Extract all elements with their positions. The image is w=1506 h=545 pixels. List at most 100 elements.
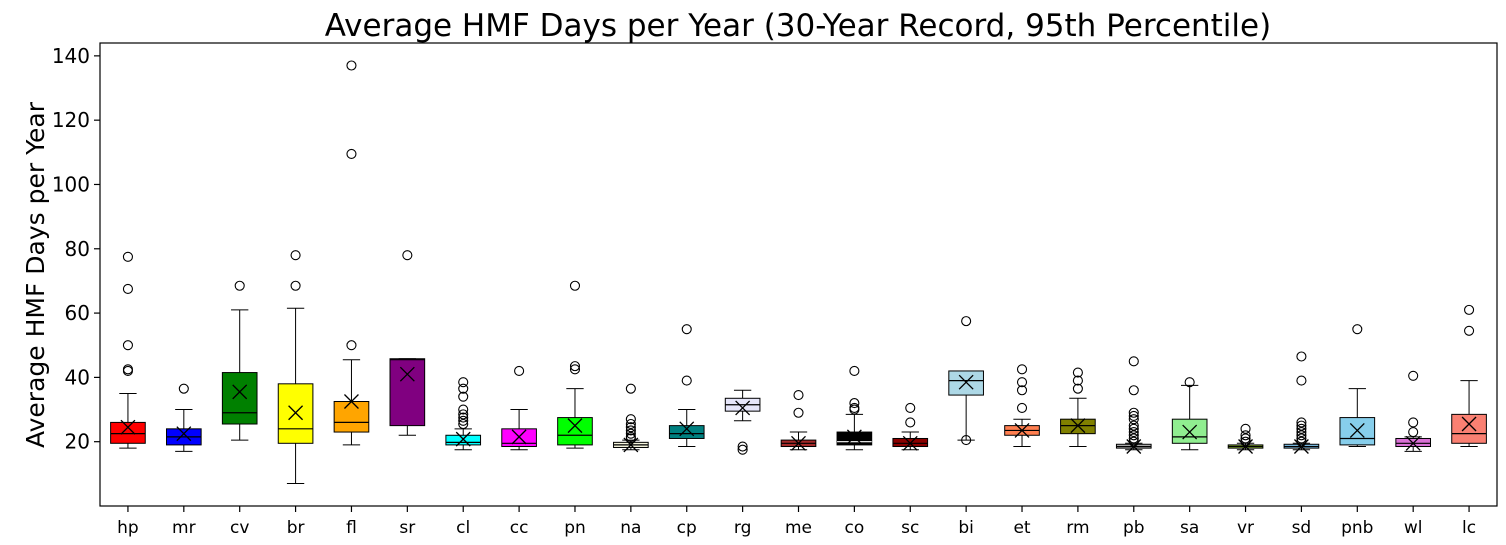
box-hp-outlier <box>122 251 133 262</box>
box-pb-outlier <box>1128 433 1139 444</box>
x-tick-label: me <box>785 518 812 538</box>
box-wl-outlier <box>1408 370 1419 381</box>
box-na-outlier <box>625 418 636 430</box>
box-co-outlier <box>849 398 860 409</box>
box-cl <box>445 434 482 446</box>
box-fl <box>333 401 370 433</box>
box-cv-outlier <box>234 280 245 291</box>
box-wl-mean-marker <box>1405 435 1421 451</box>
box-sd-outlier <box>1296 351 1307 362</box>
box-pb-outlier <box>1128 407 1139 418</box>
box-me-mean-marker <box>791 435 806 451</box>
box-sr-mean-marker <box>399 366 415 382</box>
box-sd-outlier <box>1296 420 1307 431</box>
box-fl-outlier <box>346 60 357 71</box>
box-et-outlier <box>1016 364 1028 375</box>
y-tick-label: 20 <box>65 430 90 454</box>
chart-title: Average HMF Days per Year (30-Year Recor… <box>325 8 1271 44</box>
y-tick-label: 80 <box>65 237 90 261</box>
box-cl-outlier <box>458 418 469 430</box>
box-rm-outlier <box>1072 367 1083 378</box>
box-lc <box>1451 413 1487 444</box>
y-tick-label: 100 <box>52 172 90 196</box>
box-me-outlier <box>793 390 804 401</box>
x-tick-label: fl <box>346 518 357 538</box>
box-hp-outlier <box>122 340 133 351</box>
x-tick-label: cp <box>677 518 697 538</box>
x-tick-label: mr <box>172 518 196 538</box>
y-tick-label: 120 <box>52 108 90 132</box>
box-pb-outlier <box>1128 420 1139 431</box>
x-tick-label: lc <box>1462 518 1476 538</box>
box-na-outlier <box>625 425 636 436</box>
box-fl-mean-marker <box>344 394 359 409</box>
box-sd-outlier <box>1296 436 1307 447</box>
box-pnb-mean-marker <box>1349 422 1365 438</box>
x-tick-label: bi <box>958 518 974 538</box>
box-rm-outlier <box>1072 383 1083 394</box>
box-pb-outlier <box>1128 426 1139 438</box>
box-hp-outlier <box>122 364 133 375</box>
y-tick-label: 60 <box>65 301 90 325</box>
box-cl-outlier <box>458 383 469 394</box>
x-tick-label: cv <box>230 518 249 538</box>
y-axis-label: Average HMF Days per Year <box>21 101 50 448</box>
box-sa-outlier <box>1184 377 1195 388</box>
box-pn <box>557 417 593 446</box>
box-rg-mean-marker <box>735 400 751 416</box>
box-sd-outlier <box>1296 375 1307 386</box>
x-tick-label: pnb <box>1341 518 1373 538</box>
box-sc-outlier <box>905 402 916 413</box>
box-rm-outlier <box>1072 375 1083 386</box>
x-tick-label: rm <box>1066 518 1089 538</box>
box-wl-outlier <box>1408 417 1419 428</box>
box-me-outlier <box>793 407 804 418</box>
box-sc-mean-marker <box>902 435 918 451</box>
box-na-outlier <box>625 428 636 439</box>
plot-area: 20 40 60 80 100 120 140 hp mr cv br fl sr cl cc pn na cp r… <box>52 42 1498 538</box>
box-cv-mean-marker <box>232 384 248 400</box>
box-br-outlier <box>290 250 301 261</box>
box-vr-outlier <box>1240 436 1251 447</box>
box-sc-outlier <box>905 417 916 428</box>
box-pb-outlier <box>1128 410 1139 422</box>
box-bi-outlier <box>961 316 972 327</box>
x-tick-label: vr <box>1237 518 1254 538</box>
box-sa-mean-marker <box>1182 424 1198 440</box>
box-pn-outlier <box>569 361 581 372</box>
box-vr-outlier <box>1240 430 1251 441</box>
box-et-outlier <box>1016 385 1028 396</box>
box-na-outlier <box>625 431 636 442</box>
box-co-mean-marker <box>846 429 862 445</box>
box-pb-outlier <box>1128 356 1139 367</box>
box-na-outlier <box>625 383 636 394</box>
box-bi-mean-marker <box>958 374 974 390</box>
box-na-outlier <box>625 422 636 433</box>
x-tick-label: na <box>620 518 641 538</box>
box-bi-outlier <box>961 435 972 446</box>
box-pb-outlier <box>1128 414 1139 425</box>
box-rg-outlier <box>737 441 748 452</box>
box-et-outlier <box>1016 402 1028 413</box>
x-tick-label: pb <box>1123 518 1145 538</box>
box-na-outlier <box>625 414 636 425</box>
x-tick-label: sr <box>399 518 415 538</box>
x-tick-label: sd <box>1292 518 1312 538</box>
box-hp-outlier <box>122 283 133 295</box>
box-br-outlier <box>290 280 301 291</box>
box-wl-outlier <box>1408 426 1419 438</box>
box-cp-outlier <box>681 375 692 386</box>
x-tick-label: wl <box>1404 518 1423 538</box>
box-fl-outlier <box>346 340 357 351</box>
box-co <box>836 431 873 446</box>
box-mr-outlier <box>178 383 189 394</box>
x-tick-label: sc <box>901 518 919 538</box>
box-pb-outlier <box>1128 423 1139 434</box>
box-sd-outlier <box>1296 430 1307 441</box>
box-cc-mean-marker <box>511 429 527 445</box>
box-sd-outlier <box>1296 423 1307 434</box>
box-co-outlier <box>849 365 860 377</box>
x-tick-label: br <box>287 518 305 538</box>
box-sd-outlier <box>1296 433 1307 444</box>
